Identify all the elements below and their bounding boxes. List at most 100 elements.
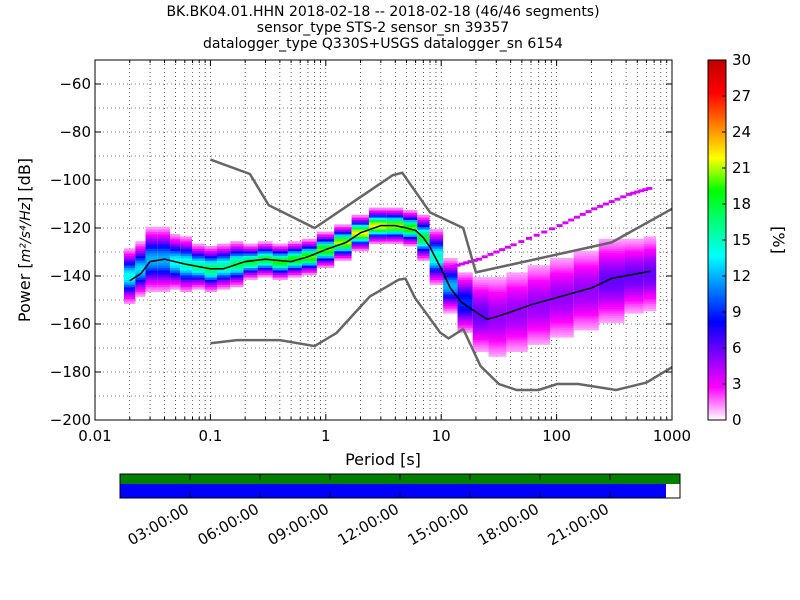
ppsd-cell [334,231,352,235]
ppsd-cell [488,332,507,336]
ppsd-cell [488,289,507,292]
ppsd-outlier-cell [638,189,645,193]
ppsd-cell [351,217,369,220]
ppsd-outlier-cell [548,227,555,231]
ppsd-outlier-cell [626,192,633,196]
ppsd-cell [550,315,574,319]
ppsd-outlier-cell [463,261,470,265]
ppsd-cell [598,274,625,278]
ppsd-cell [429,260,444,264]
ppsd-cell [145,272,158,276]
ppsd-cell [488,291,507,295]
ppsd-cell [216,284,231,288]
ppsd-cell [386,238,404,242]
ppsd-cell [598,301,625,304]
ppsd-cell [527,282,551,285]
ppsd-cell [386,217,404,220]
ppsd-cell [417,224,430,228]
ppsd-cell [624,255,644,259]
ppsd-cell [550,298,574,302]
ppsd-cell [443,298,458,302]
ppsd-cell [145,231,158,235]
ppsd-cell [417,219,430,223]
ppsd-cell [417,234,430,237]
ppsd-cell [368,212,387,216]
ppsd-cell [506,303,528,307]
ppsd-cell [192,277,205,280]
ppsd-cell [403,243,418,247]
colorbar-tick-label: 12 [732,267,751,285]
ppsd-cell [368,222,387,225]
ppsd-cell [145,236,158,240]
ppsd-cell [272,243,288,247]
ppsd-cell [243,270,258,273]
ppsd-cell [316,238,335,242]
ppsd-cell [230,255,244,259]
ppsd-cell [204,262,217,266]
ppsd-cell [334,246,352,249]
ppsd-cell [287,272,302,276]
ppsd-cell [573,310,599,314]
ppsd-cell [506,334,528,338]
ppsd-cell [204,253,217,256]
ppsd-cell [506,330,528,333]
ppsd-cell [135,270,146,273]
ppsd-cell [334,258,352,261]
ppsd-cell [488,342,507,345]
ppsd-cell [417,226,430,230]
ppsd-cell [598,260,625,264]
ppsd-cell [624,277,644,280]
ppsd-cell [527,294,551,297]
ppsd-cell [550,301,574,304]
ppsd-cell [204,248,217,252]
ppsd-cell [624,262,644,266]
ppsd-cell [157,260,171,264]
ppsd-cell [624,250,644,254]
ppsd-cell [488,308,507,312]
ppsd-cell [643,258,657,261]
ppsd-cell [506,332,528,336]
ppsd-cell [334,236,352,240]
ppsd-cell [170,272,181,276]
ppsd-cell [157,267,171,271]
ppsd-cell [230,253,244,256]
ppsd-cell [488,286,507,290]
ppsd-cell [527,334,551,338]
ppsd-cell [403,210,418,213]
ppsd-cell [643,267,657,271]
ppsd-cell [598,289,625,292]
ppsd-cell [573,308,599,312]
ppsd-cell [506,291,528,295]
ppsd-outlier-cell [642,188,649,192]
ppsd-cell [180,253,193,256]
ppsd-cell [457,320,473,324]
x-tick-label: 1 [321,427,331,445]
title-line-1: BK.BK04.01.HHN 2018-02-18 -- 2018-02-18 … [166,4,599,20]
ppsd-cell [643,289,657,292]
ppsd-cell [145,277,158,280]
ppsd-cell [272,272,288,276]
ppsd-cell [472,279,489,283]
ppsd-cell [386,226,404,230]
ppsd-cell [573,265,599,268]
ppsd-cell [598,291,625,295]
ppsd-cell [550,303,574,307]
ppsd-cell [573,301,599,304]
ppsd-cell [472,303,489,307]
ppsd-cell [472,291,489,295]
ppsd-cell [216,265,231,268]
ppsd-cell [417,258,430,261]
ppsd-cell [157,282,171,285]
ppsd-cell [643,298,657,302]
ppsd-cell [429,255,444,259]
ppsd-cell [624,253,644,256]
ppsd-cell [429,279,444,283]
ppsd-cell [123,270,136,273]
ppsd-cell [506,289,528,292]
ppsd-cell [135,258,146,261]
ppsd-cell [170,265,181,268]
ppsd-cell [527,325,551,328]
ppsd-cell [472,327,489,331]
x-axis-ticks: 0.01 0.1 1 10 100 1000 [78,60,691,445]
ppsd-outlier-cell [630,191,637,195]
